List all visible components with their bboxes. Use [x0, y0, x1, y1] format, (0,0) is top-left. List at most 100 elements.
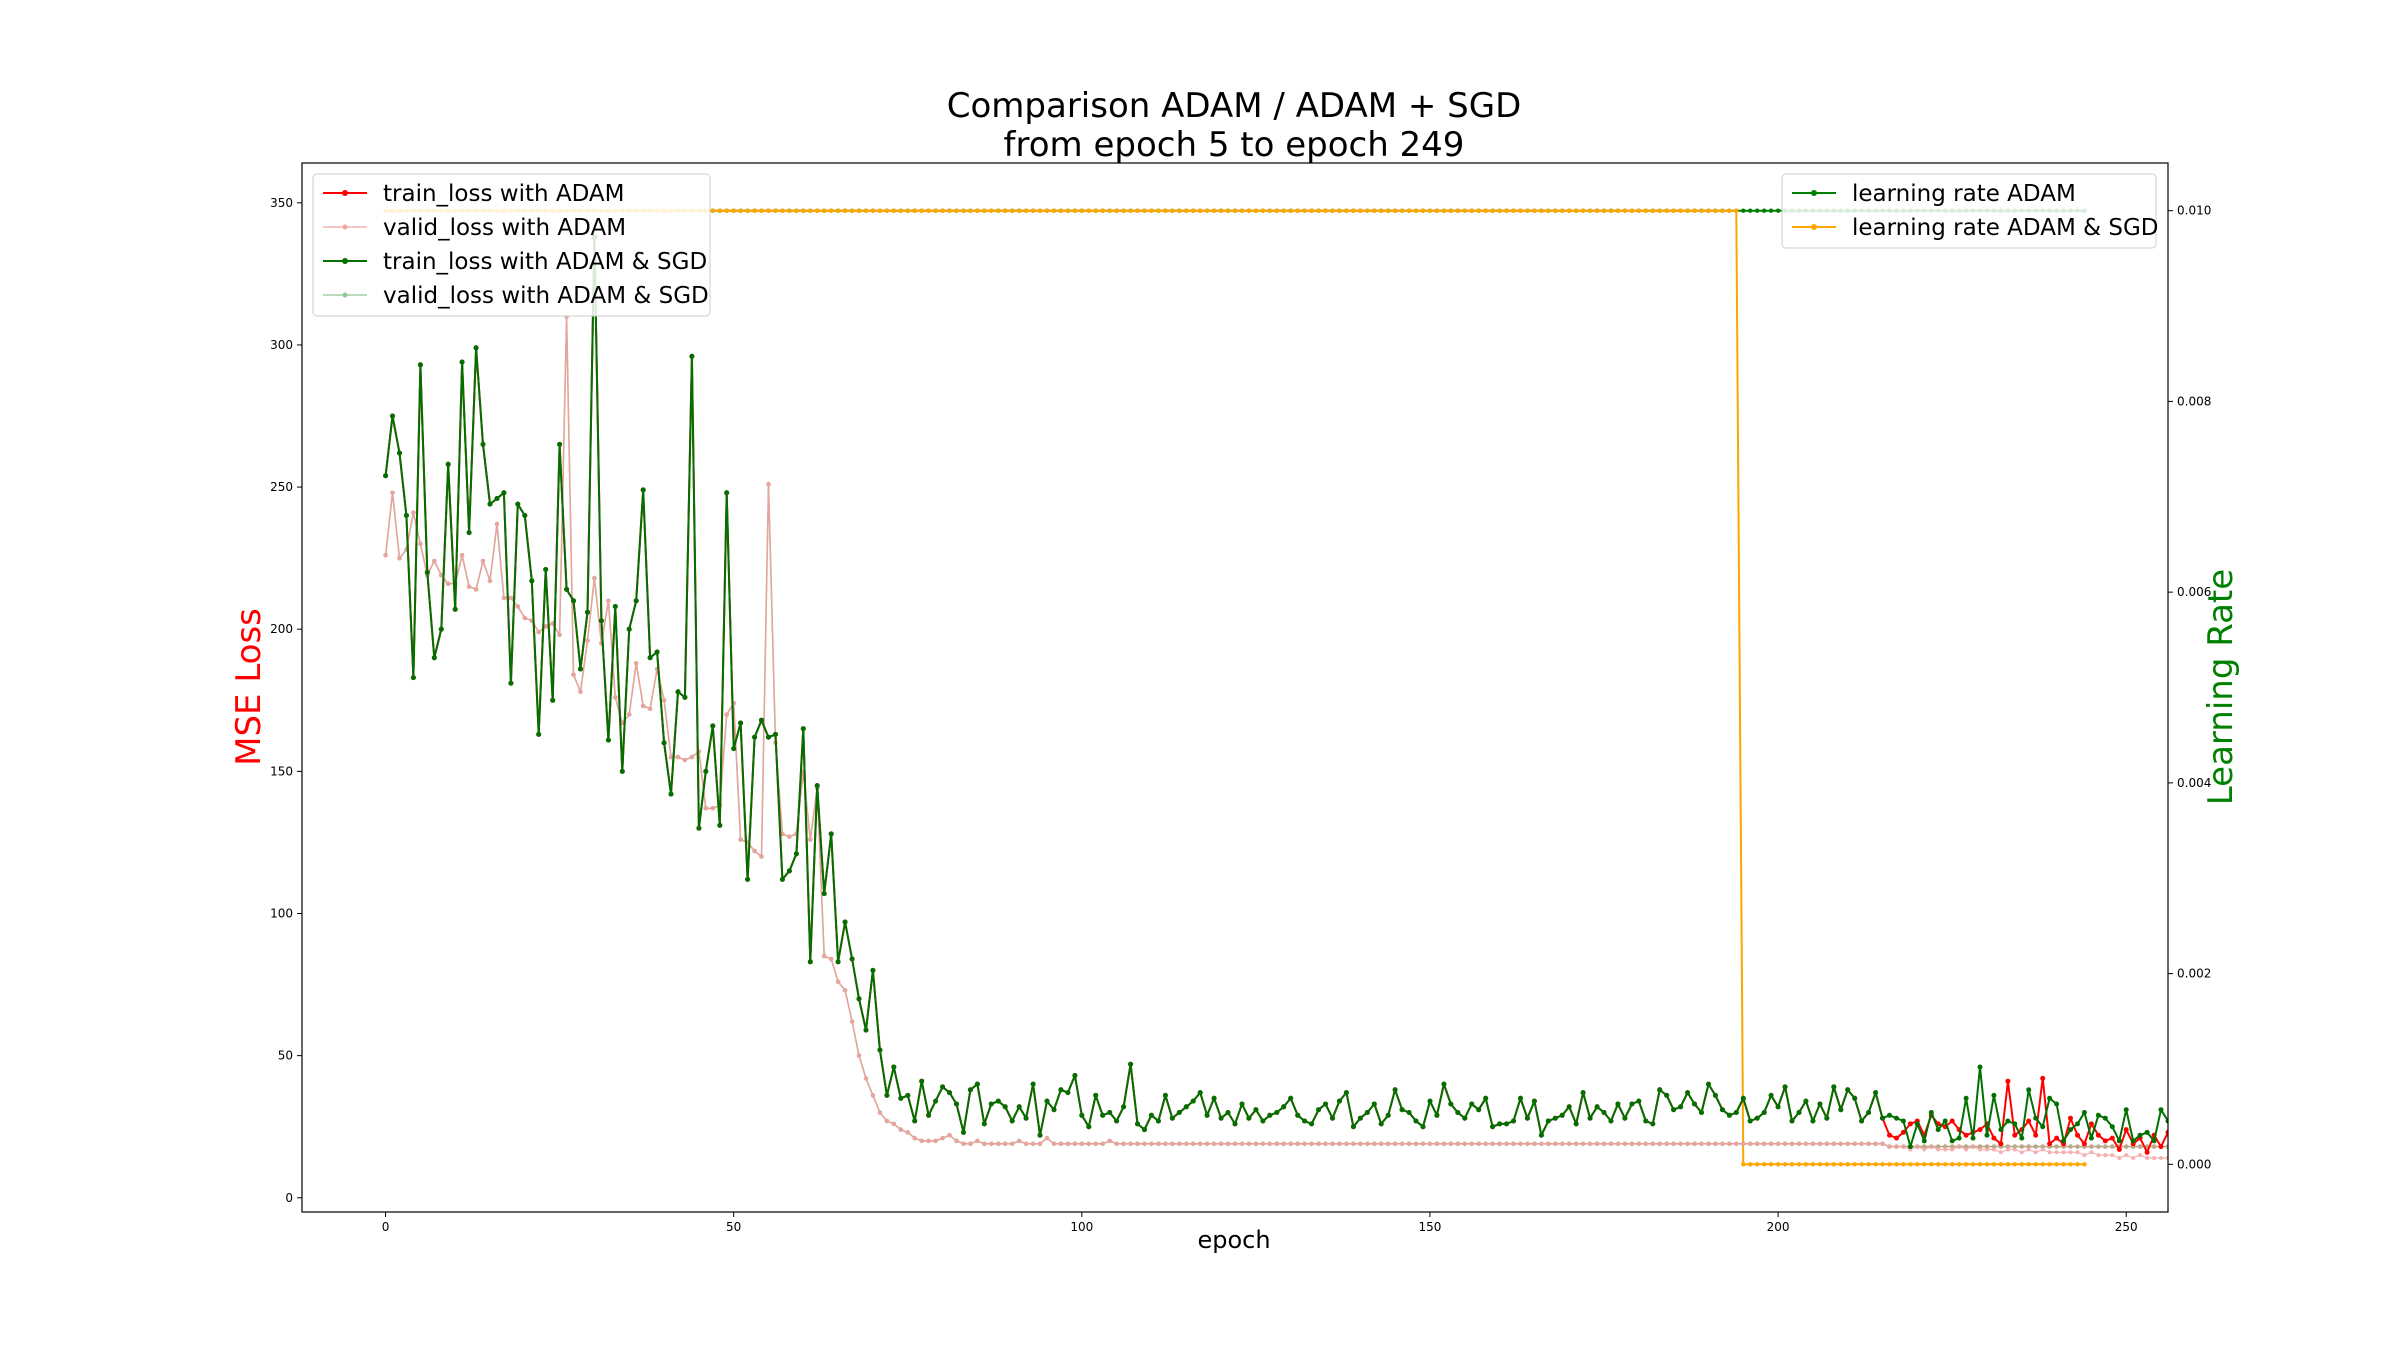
- train-adam-sgd-series-point: [710, 723, 716, 729]
- train-adam-sgd-series-point: [1441, 1081, 1447, 1087]
- lr-adam-sgd-series-point: [1010, 208, 1015, 213]
- lr-adam-sgd-series-point: [1706, 208, 1711, 213]
- train-adam-sgd-series-point: [1142, 1127, 1147, 1133]
- valid-adam-series-point: [1372, 1141, 1377, 1146]
- train-adam-sgd-series-point: [1288, 1095, 1294, 1101]
- legend-marker-valid-adam: [342, 224, 348, 230]
- train-adam-sgd-series-point: [585, 609, 590, 615]
- lr-adam-series-point: [1755, 208, 1760, 213]
- train-adam-sgd-series-point: [891, 1064, 897, 1070]
- valid-adam-series-point: [1615, 1141, 1620, 1146]
- valid-adam-series-point: [1838, 1141, 1843, 1146]
- train-adam-sgd-series-point: [1552, 1115, 1558, 1121]
- train-adam-sgd-series-point: [2040, 1124, 2046, 1130]
- train-adam-sgd-series-point: [828, 831, 834, 837]
- valid-adam-series-point: [1671, 1141, 1676, 1146]
- valid-adam-series-point: [1302, 1141, 1307, 1146]
- lr-adam-sgd-series-point: [1629, 208, 1635, 213]
- lr-adam-sgd-series-point: [1121, 208, 1126, 213]
- lr-adam-sgd-series-point: [1580, 208, 1586, 213]
- lr-adam-sgd-series-point: [1525, 208, 1530, 213]
- train-adam-sgd-series-point: [1023, 1115, 1029, 1121]
- train-adam-sgd-series-point: [940, 1084, 946, 1090]
- train-adam-series-point: [2123, 1127, 2129, 1133]
- valid-adam-series-point: [1776, 1141, 1781, 1146]
- valid-adam-series-point: [1887, 1144, 1892, 1149]
- valid-adam-series-point: [467, 584, 472, 589]
- train-adam-sgd-series-point: [452, 606, 458, 612]
- lr-adam-sgd-series-point: [1344, 208, 1349, 213]
- train-adam-sgd-series-point: [1538, 1132, 1544, 1138]
- valid-adam-series-point: [947, 1133, 952, 1138]
- lr-adam-sgd-series-point: [1218, 208, 1224, 213]
- train-adam-sgd-series-point: [1733, 1110, 1739, 1115]
- train-adam-series-point: [2075, 1132, 2080, 1138]
- train-adam-sgd-series-point: [1316, 1107, 1322, 1113]
- train-adam-sgd-series-point: [1476, 1107, 1482, 1113]
- valid-adam-series-point: [2152, 1156, 2157, 1160]
- valid-adam-series-point: [1434, 1141, 1439, 1146]
- train-adam-sgd-series-point: [1914, 1121, 1920, 1127]
- lr-adam-sgd-series-point: [829, 208, 834, 213]
- train-adam-sgd-series-point: [2109, 1124, 2115, 1130]
- legend-marker-lr-adam: [1811, 190, 1817, 196]
- valid-adam-series-point: [689, 755, 694, 760]
- lr-adam-sgd-series-point: [940, 208, 945, 213]
- lr-adam-sgd-series-point: [1051, 208, 1057, 213]
- train-adam-sgd-series-point: [1009, 1118, 1015, 1124]
- valid-adam-series-point: [1929, 1144, 1934, 1149]
- y-axis-label-left: MSE Loss: [229, 608, 269, 766]
- lr-adam-sgd-series-point: [1358, 208, 1363, 213]
- lr-adam-sgd-series-point: [1462, 208, 1468, 213]
- valid-adam-series-point: [1678, 1141, 1683, 1146]
- lr-adam-sgd-series-point: [1699, 208, 1704, 213]
- valid-adam-series-point: [1810, 1141, 1815, 1146]
- train-adam-sgd-series-point: [1977, 1064, 1983, 1070]
- lr-adam-sgd-series-point: [801, 208, 806, 213]
- lr-adam-sgd-series-point: [2019, 1162, 2025, 1167]
- train-adam-sgd-series-point: [1935, 1127, 1941, 1133]
- valid-adam-series-point: [884, 1119, 889, 1123]
- train-adam-sgd-series-point: [410, 675, 416, 681]
- lr-adam-sgd-series-point: [863, 208, 869, 213]
- lr-adam-sgd-series-point: [1553, 208, 1558, 213]
- lr-adam-sgd-series-point: [752, 208, 757, 213]
- train-adam-sgd-series-point: [578, 666, 583, 672]
- lr-adam-sgd-series-point: [1943, 1162, 1948, 1167]
- train-adam-sgd-series-point: [2088, 1135, 2094, 1141]
- valid-adam-series-point: [1114, 1141, 1119, 1146]
- valid-adam-series-point: [1588, 1141, 1593, 1146]
- x-axis-label: epoch: [1197, 1226, 1270, 1254]
- train-adam-sgd-series-point: [473, 345, 479, 351]
- lr-adam-sgd-series-point: [1365, 208, 1370, 213]
- train-adam-sgd-series-point: [947, 1090, 952, 1096]
- lr-adam-sgd-series-point: [1072, 208, 1078, 213]
- train-adam-sgd-series-point: [1643, 1118, 1649, 1124]
- valid-adam-series-point: [1803, 1141, 1808, 1146]
- lr-adam-sgd-series-point: [1636, 208, 1642, 213]
- train-adam-series-point: [1991, 1135, 1997, 1141]
- valid-adam-series-point: [1100, 1141, 1105, 1146]
- valid-adam-series-point: [1991, 1147, 1996, 1152]
- valid-adam-series-point: [1038, 1141, 1042, 1146]
- train-adam-sgd-series-point: [2033, 1115, 2039, 1121]
- lr-adam-sgd-series-point: [968, 208, 973, 213]
- train-adam-sgd-series-point: [807, 959, 813, 965]
- valid-adam-series-point: [1253, 1141, 1258, 1146]
- valid-adam-series-point: [808, 837, 813, 842]
- valid-adam-series-point: [1309, 1141, 1314, 1146]
- valid-adam-series-point: [836, 979, 841, 984]
- train-adam-sgd-series-point: [1100, 1112, 1106, 1118]
- valid-adam-sgd-series-point: [2089, 1144, 2094, 1149]
- x-tick-label: 150: [1419, 1220, 1442, 1234]
- train-adam-sgd-series-point: [1921, 1138, 1927, 1144]
- train-adam-sgd-series-point: [766, 734, 771, 740]
- train-adam-sgd-series-point: [2061, 1138, 2067, 1144]
- valid-adam-series-point: [2012, 1147, 2017, 1152]
- valid-adam-series-point: [522, 615, 527, 620]
- train-adam-sgd-series-point: [661, 740, 667, 746]
- y-tick-label: 100: [270, 907, 293, 921]
- train-adam-sgd-series-point: [2158, 1107, 2164, 1113]
- valid-adam-series-point: [1525, 1141, 1530, 1146]
- train-adam-sgd-series-point: [1002, 1104, 1008, 1110]
